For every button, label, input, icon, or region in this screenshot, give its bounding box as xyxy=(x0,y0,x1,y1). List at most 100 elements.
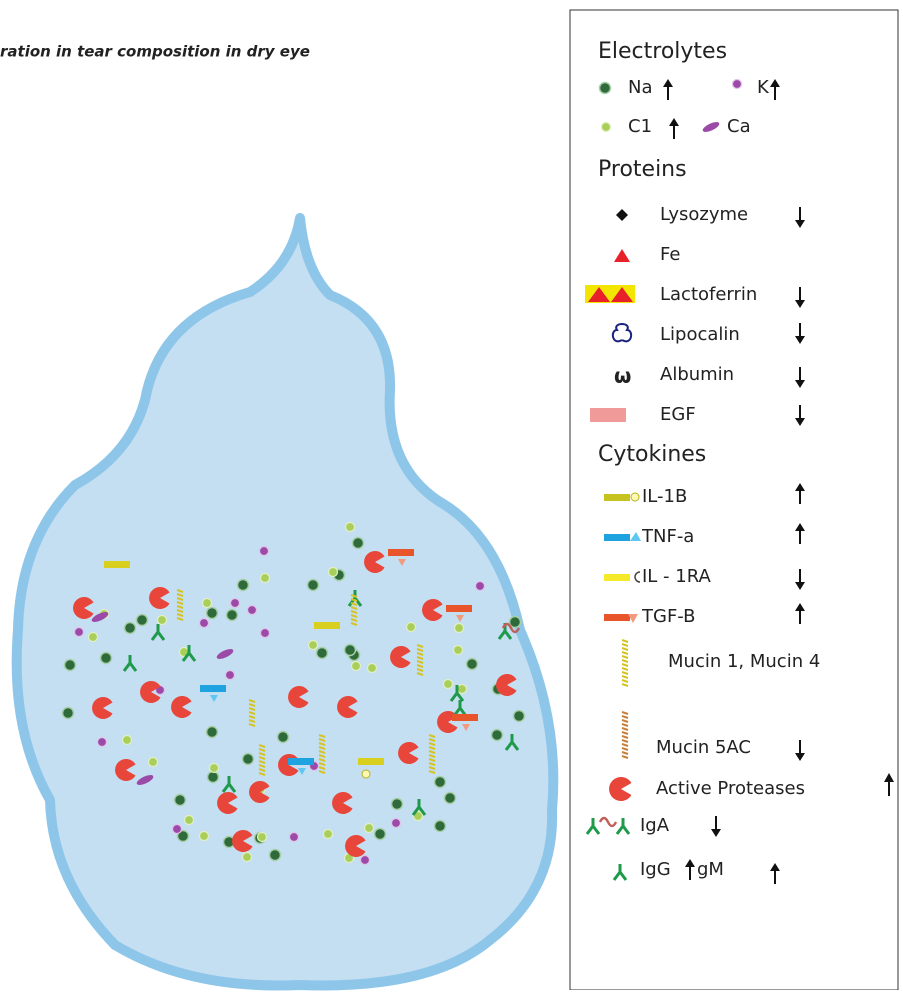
cl-ion xyxy=(243,853,252,862)
k-ion xyxy=(733,80,742,89)
cytokine xyxy=(104,561,130,568)
legend-heading: Cytokines xyxy=(598,442,706,467)
legend-label: IL-1B xyxy=(642,486,687,507)
cl-ion xyxy=(329,568,338,577)
cytokine-tip xyxy=(362,770,370,778)
cl-ion xyxy=(203,599,212,608)
legend-cut xyxy=(560,990,903,998)
na-ion xyxy=(243,754,254,765)
k-ion xyxy=(173,825,182,834)
na-ion xyxy=(345,645,356,656)
k-ion xyxy=(98,738,107,747)
cl-ion xyxy=(309,641,318,650)
legend-label: TNF-a xyxy=(641,526,694,547)
k-ion xyxy=(226,671,235,680)
cytokine xyxy=(446,605,472,612)
na-ion xyxy=(101,653,112,664)
legend-label: K xyxy=(757,77,770,98)
na-ion xyxy=(137,615,148,626)
cytokine xyxy=(288,758,314,765)
tgfb xyxy=(604,614,630,621)
na-ion xyxy=(208,772,219,783)
il1b xyxy=(604,494,630,501)
legend-label: Fe xyxy=(660,244,680,265)
legend-label: gM xyxy=(697,859,724,880)
na-ion xyxy=(353,538,364,549)
cl-ion xyxy=(200,832,209,841)
tnfa xyxy=(604,534,630,541)
cl-ion xyxy=(258,833,267,842)
legend-label: Mucin 5AC xyxy=(656,737,751,758)
legend-label: Mucin 1, Mucin 4 xyxy=(668,651,820,672)
albumin-icon: ω xyxy=(614,364,631,388)
cytokine xyxy=(314,622,340,629)
title: ration in tear composition in dry eye xyxy=(0,43,310,61)
legend-label: Lysozyme xyxy=(660,204,748,225)
legend-heading: Electrolytes xyxy=(598,39,727,64)
legend-label: IgA xyxy=(640,815,670,836)
cl-ion xyxy=(346,523,355,532)
cl-ion xyxy=(454,646,463,655)
il1ra xyxy=(604,574,630,581)
legend-label: Lactoferrin xyxy=(660,284,757,305)
k-ion xyxy=(231,599,240,608)
na-ion xyxy=(467,659,478,670)
cl-ion xyxy=(602,123,611,132)
cl-ion xyxy=(210,764,219,773)
diagram: ration in tear composition in dry eye El… xyxy=(0,0,903,998)
cl-ion xyxy=(89,633,98,642)
k-ion xyxy=(290,833,299,842)
na-ion xyxy=(435,777,446,788)
k-ion xyxy=(361,856,370,865)
legend-label: Active Proteases xyxy=(656,778,805,799)
k-ion xyxy=(260,547,269,556)
na-ion xyxy=(207,727,218,738)
na-ion xyxy=(125,623,136,634)
cl-ion xyxy=(261,574,270,583)
na-ion xyxy=(175,795,186,806)
cl-ion xyxy=(368,664,377,673)
na-ion xyxy=(207,608,218,619)
legend-label: Na xyxy=(628,77,653,98)
cl-ion xyxy=(158,616,167,625)
na-ion xyxy=(445,793,456,804)
il1b-tip xyxy=(631,493,639,501)
cl-ion xyxy=(455,624,464,633)
k-ion xyxy=(200,619,209,628)
na-ion xyxy=(317,648,328,659)
cl-ion xyxy=(324,830,333,839)
cytokine xyxy=(200,685,226,692)
legend-heading: Proteins xyxy=(598,157,687,182)
k-ion xyxy=(261,629,270,638)
na-ion xyxy=(392,799,403,810)
cl-ion xyxy=(149,758,158,767)
na-ion xyxy=(600,83,611,94)
na-ion xyxy=(492,730,503,741)
cytokine xyxy=(388,549,414,556)
cl-ion xyxy=(458,685,467,694)
legend-label: Lipocalin xyxy=(660,324,740,345)
na-ion xyxy=(63,708,74,719)
legend-label: EGF xyxy=(660,404,696,425)
na-ion xyxy=(270,850,281,861)
legend-label: Ca xyxy=(727,116,751,137)
na-ion xyxy=(278,732,289,743)
k-ion xyxy=(248,606,257,615)
cl-ion xyxy=(365,824,374,833)
k-ion xyxy=(392,819,401,828)
legend-label: Albumin xyxy=(660,364,734,385)
cl-ion xyxy=(185,816,194,825)
na-ion xyxy=(65,660,76,671)
tear-drop xyxy=(17,218,554,986)
k-ion xyxy=(75,628,84,637)
legend-label: IL - 1RA xyxy=(642,566,712,587)
legend-label: C1 xyxy=(628,116,652,137)
na-ion xyxy=(514,711,525,722)
cl-ion xyxy=(123,736,132,745)
legend-label: IgG xyxy=(640,859,671,880)
cytokine xyxy=(452,714,478,721)
cl-ion xyxy=(444,680,453,689)
cl-ion xyxy=(352,662,361,671)
na-ion xyxy=(375,829,386,840)
na-ion xyxy=(435,821,446,832)
